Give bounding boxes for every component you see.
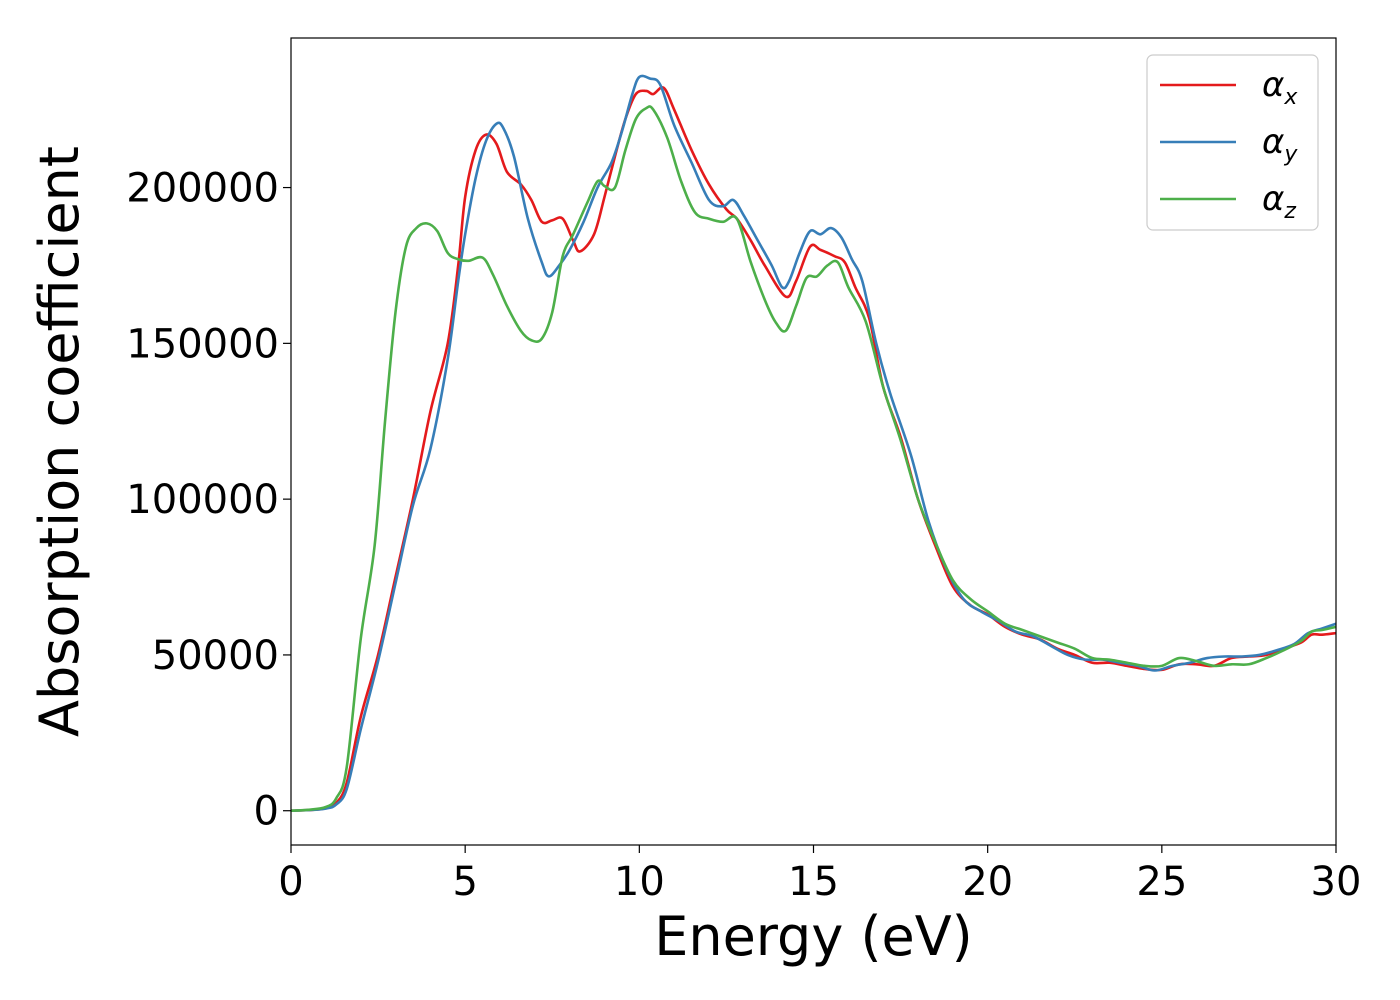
x-tick-label: 30 <box>1311 859 1362 905</box>
legend-symbol: α <box>1262 179 1284 219</box>
legend-symbol: α <box>1262 65 1284 105</box>
y-axis-label: Absorption coefficient <box>28 146 91 737</box>
x-axis-ticks: 0 5 10 15 20 25 30 <box>278 845 1361 905</box>
y-tick-label: 100000 <box>126 477 279 523</box>
legend-entry-y: αy <box>1262 122 1298 167</box>
legend-entry-x: αx <box>1262 65 1298 110</box>
legend-subscript: x <box>1283 85 1298 110</box>
y-tick-label: 150000 <box>126 321 279 367</box>
x-axis-label: Energy (eV) <box>654 905 973 968</box>
x-tick-label: 15 <box>788 859 839 905</box>
y-axis-ticks: 0 50000 100000 150000 200000 <box>126 166 291 835</box>
x-tick-label: 25 <box>1136 859 1187 905</box>
x-tick-label: 10 <box>614 859 665 905</box>
legend-subscript: z <box>1283 199 1296 224</box>
x-tick-label: 5 <box>452 859 477 905</box>
y-tick-label: 200000 <box>126 166 279 212</box>
series-line-x <box>290 86 1337 813</box>
legend-symbol: α <box>1262 122 1284 162</box>
x-tick-label: 20 <box>962 859 1013 905</box>
series-line-z <box>290 105 1337 813</box>
x-tick-label: 0 <box>278 859 303 905</box>
y-tick-label: 0 <box>254 789 279 835</box>
legend-subscript: y <box>1283 142 1298 167</box>
y-tick-label: 50000 <box>152 633 279 679</box>
legend-entry-z: αz <box>1262 179 1296 224</box>
series-layer <box>290 74 1337 813</box>
